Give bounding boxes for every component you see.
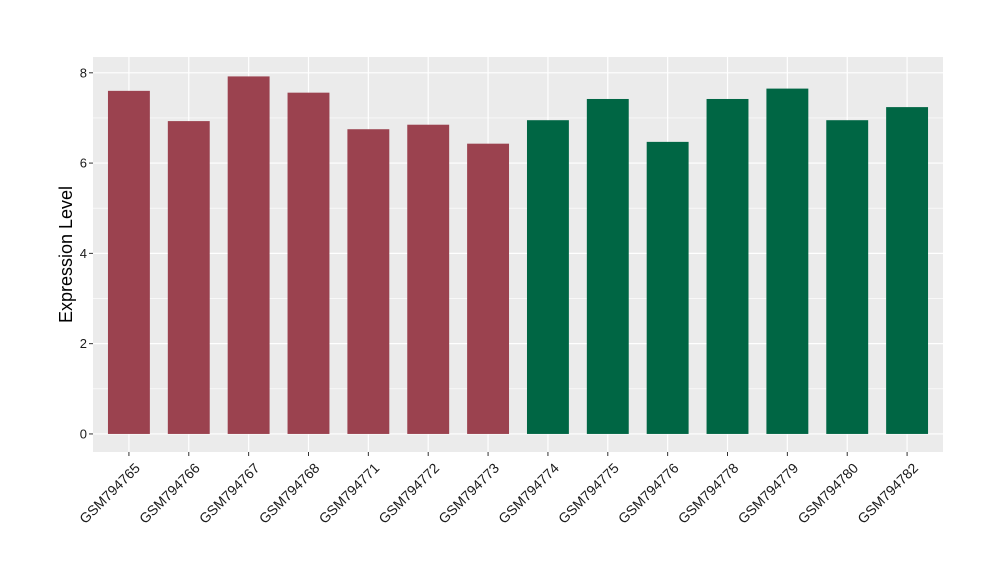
- x-tick-label: GSM794775: [555, 460, 622, 527]
- bar-GSM794765: [107, 90, 150, 434]
- bar-GSM794768: [287, 92, 330, 434]
- bar-GSM794774: [526, 120, 569, 434]
- y-tick-label: 4: [80, 246, 87, 261]
- y-axis-title: Expression Level: [56, 186, 76, 323]
- x-tick-label: GSM794768: [256, 460, 323, 527]
- bar-GSM794767: [227, 76, 270, 434]
- bar-GSM794778: [706, 98, 749, 434]
- x-tick-label: GSM794780: [794, 460, 861, 527]
- x-tick-label: GSM794772: [375, 460, 442, 527]
- x-tick-label: GSM794773: [435, 460, 502, 527]
- bar-GSM794773: [467, 143, 510, 434]
- x-tick-label: GSM794765: [76, 460, 143, 527]
- x-tick-label: GSM794771: [316, 460, 383, 527]
- x-tick-label: GSM794776: [615, 460, 682, 527]
- bar-GSM794780: [826, 120, 869, 434]
- x-tick-label: GSM794778: [675, 460, 742, 527]
- bar-GSM794776: [646, 141, 689, 434]
- x-tick-label: GSM794774: [495, 460, 562, 527]
- x-tick-label: GSM794767: [196, 460, 263, 527]
- y-tick-label: 8: [80, 65, 87, 80]
- y-tick-label: 0: [80, 426, 87, 441]
- bar-GSM794775: [586, 98, 629, 434]
- x-tick-label: GSM794782: [854, 460, 921, 527]
- plot-panel: [93, 57, 943, 452]
- bar-GSM794771: [347, 129, 390, 434]
- bar-GSM794782: [886, 107, 929, 434]
- x-tick-label: GSM794766: [136, 460, 203, 527]
- bar-GSM794766: [167, 121, 210, 434]
- bar-GSM794772: [407, 124, 450, 434]
- bar-GSM794779: [766, 88, 809, 434]
- y-tick-label: 2: [80, 336, 87, 351]
- y-tick-label: 6: [80, 156, 87, 171]
- x-tick-label: GSM794779: [735, 460, 802, 527]
